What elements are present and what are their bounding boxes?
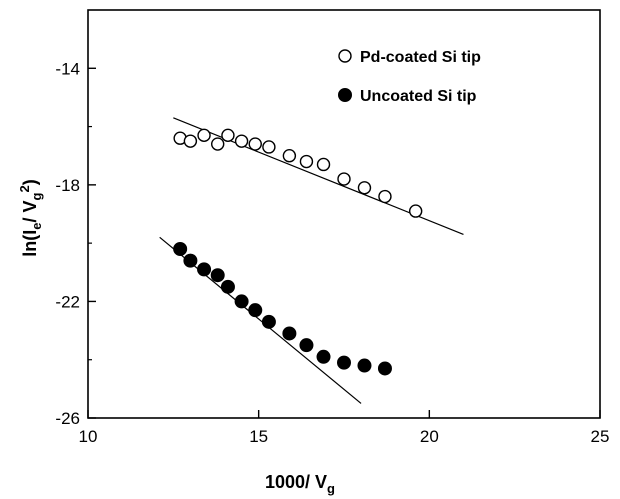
plot-frame	[87, 9, 601, 419]
y-tick-label: -26	[55, 409, 80, 428]
x-axis-label: 1000/ Vg	[265, 472, 335, 496]
uncoated-point	[337, 355, 351, 370]
legend-label-uncoated: Uncoated Si tip	[360, 88, 477, 105]
uncoated-point	[261, 314, 276, 329]
uncoated-point	[197, 262, 212, 277]
uncoated-point	[282, 326, 297, 341]
uncoated-point	[183, 253, 198, 268]
uncoated-point	[377, 361, 392, 376]
pd-coated-point	[337, 172, 351, 186]
pd-coated-point	[221, 128, 235, 143]
pd-coated-point	[408, 204, 423, 218]
legend-label-pd-coated: Pd-coated Si tip	[360, 49, 481, 66]
x-tick-label: 25	[591, 427, 610, 446]
y-axis-label: ln(Ie/ Vg2)	[17, 179, 44, 256]
pd-coated-point	[197, 128, 211, 143]
x-tick-label: 15	[249, 427, 268, 446]
pd-coated-point	[357, 181, 372, 195]
x-tick-label: 20	[420, 427, 439, 446]
pd-coated-point	[378, 189, 392, 204]
uncoated-point	[248, 303, 263, 318]
data-points	[173, 128, 423, 376]
pd-coated-point	[248, 137, 262, 151]
x-tick-label: 10	[79, 427, 98, 446]
uncoated-point	[173, 241, 188, 256]
axis-ticks: 10 15 20 25 -26 -22 -18 -14	[55, 59, 609, 446]
pd-coated-point	[299, 154, 314, 169]
pd-coated-point	[234, 134, 249, 148]
pd-coated-point	[262, 140, 276, 154]
legend: Pd-coated Si tip Uncoated Si tip	[338, 49, 481, 105]
uncoated-point	[316, 349, 331, 364]
y-tick-label: -14	[55, 59, 80, 78]
uncoated-point	[220, 279, 235, 294]
pd-coated-point	[183, 134, 198, 148]
legend-marker-filled-circle	[338, 88, 352, 102]
pd-coated-point	[211, 137, 225, 151]
uncoated-point	[234, 294, 249, 309]
y-tick-label: -22	[55, 292, 80, 311]
uncoated-point	[357, 358, 372, 373]
fit-line-series-0	[173, 117, 464, 235]
y-tick-label: -18	[55, 176, 80, 195]
legend-marker-open-circle	[338, 49, 352, 63]
pd-coated-point	[282, 149, 297, 163]
pd-coated-point	[316, 157, 331, 172]
uncoated-point	[299, 338, 314, 353]
uncoated-point	[210, 268, 225, 283]
